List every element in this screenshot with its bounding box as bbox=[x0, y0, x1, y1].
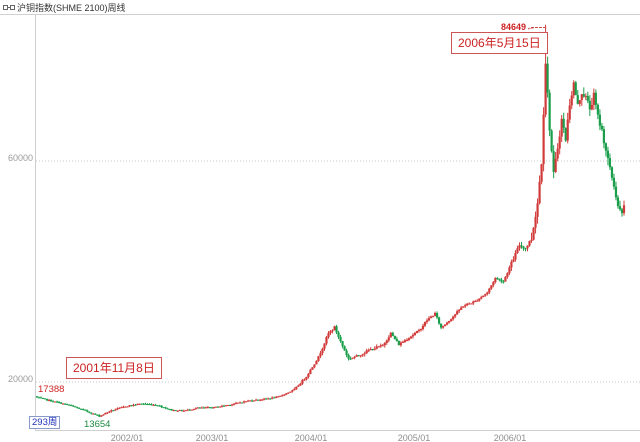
candlestick-series-icon bbox=[3, 5, 15, 10]
x-axis-tick-label: 2002/01 bbox=[110, 433, 144, 442]
chart-title: 沪铜指数(SHME 2100)周线 bbox=[17, 3, 126, 13]
low-date-annotation-box: 2001年11月8日 bbox=[66, 357, 162, 379]
y-axis-line bbox=[35, 15, 36, 431]
peak-arrow-dash-icon bbox=[531, 27, 546, 28]
x-axis-tick-label: 2004/01 bbox=[294, 433, 328, 442]
y-axis-tick-label: 60000 bbox=[7, 153, 33, 163]
y-axis-tick-label: 20000 bbox=[7, 374, 33, 384]
low-value-label: 13654 bbox=[84, 419, 111, 430]
chart-titlebar: 沪铜指数(SHME 2100)周线 bbox=[0, 0, 640, 15]
x-axis-tick-label: 2003/01 bbox=[195, 433, 229, 442]
high-date-annotation-box: 2006年5月15日 bbox=[451, 32, 548, 54]
x-axis-tick-label: 2005/01 bbox=[397, 433, 431, 442]
peak-value-label: 84649← bbox=[501, 22, 536, 32]
x-axis-tick-label: 2006/01 bbox=[493, 433, 527, 442]
first-value-label: 17388 bbox=[38, 384, 65, 395]
x-axis-line bbox=[35, 430, 640, 431]
week-count-badge: 293周 bbox=[29, 416, 61, 429]
